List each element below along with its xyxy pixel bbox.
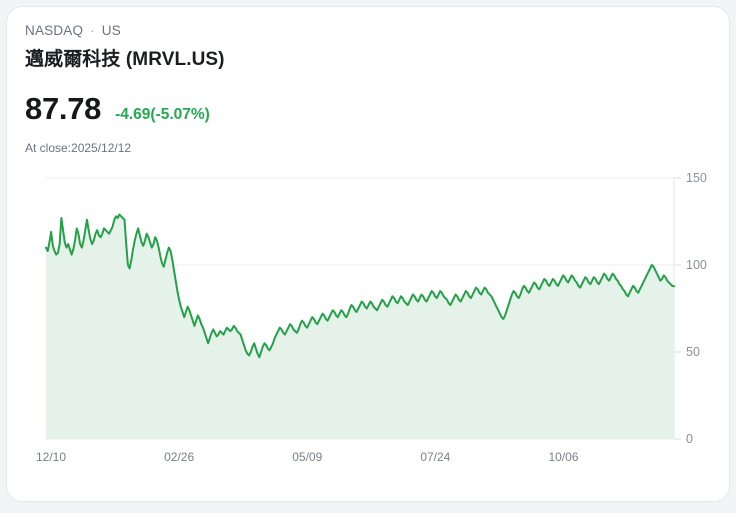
- exchange-label: NASDAQ: [25, 23, 84, 38]
- stock-quote-card: NASDAQ · US 邁威爾科技 (MRVL.US) 87.78 -4.69(…: [6, 6, 730, 502]
- current-price: 87.78: [25, 91, 102, 126]
- y-axis-label: 0: [686, 432, 693, 446]
- region-label: US: [101, 23, 121, 38]
- at-close-timestamp: At close:2025/12/12: [25, 141, 132, 155]
- x-axis-label: 05/09: [292, 450, 322, 464]
- price-chart[interactable]: 0 50 100 150 12/10 02/26 05/09 07/24 10/06: [7, 169, 730, 469]
- chart-area-fill: [46, 214, 674, 439]
- separator-dot: ·: [90, 23, 95, 38]
- y-axis-label: 150: [686, 171, 707, 185]
- chart-canvas[interactable]: 0 50 100 150 12/10 02/26 05/09 07/24 10/06: [7, 169, 730, 469]
- x-axis-label: 12/10: [36, 450, 66, 464]
- chart-price-line: [45, 213, 675, 359]
- page-title: 邁威爾科技 (MRVL.US): [25, 49, 225, 70]
- x-axis-label: 10/06: [548, 450, 578, 464]
- price-row: 87.78 -4.69(-5.07%): [25, 91, 711, 127]
- y-axis-label: 100: [686, 258, 707, 272]
- price-change: -4.69(-5.07%): [115, 106, 210, 123]
- x-axis-label: 07/24: [420, 450, 450, 464]
- x-axis-label: 02/26: [164, 450, 194, 464]
- quote-header: NASDAQ · US 邁威爾科技 (MRVL.US) 87.78 -4.69(…: [7, 7, 729, 155]
- y-axis-label: 50: [686, 345, 700, 359]
- exchange-region-line: NASDAQ · US: [25, 23, 711, 38]
